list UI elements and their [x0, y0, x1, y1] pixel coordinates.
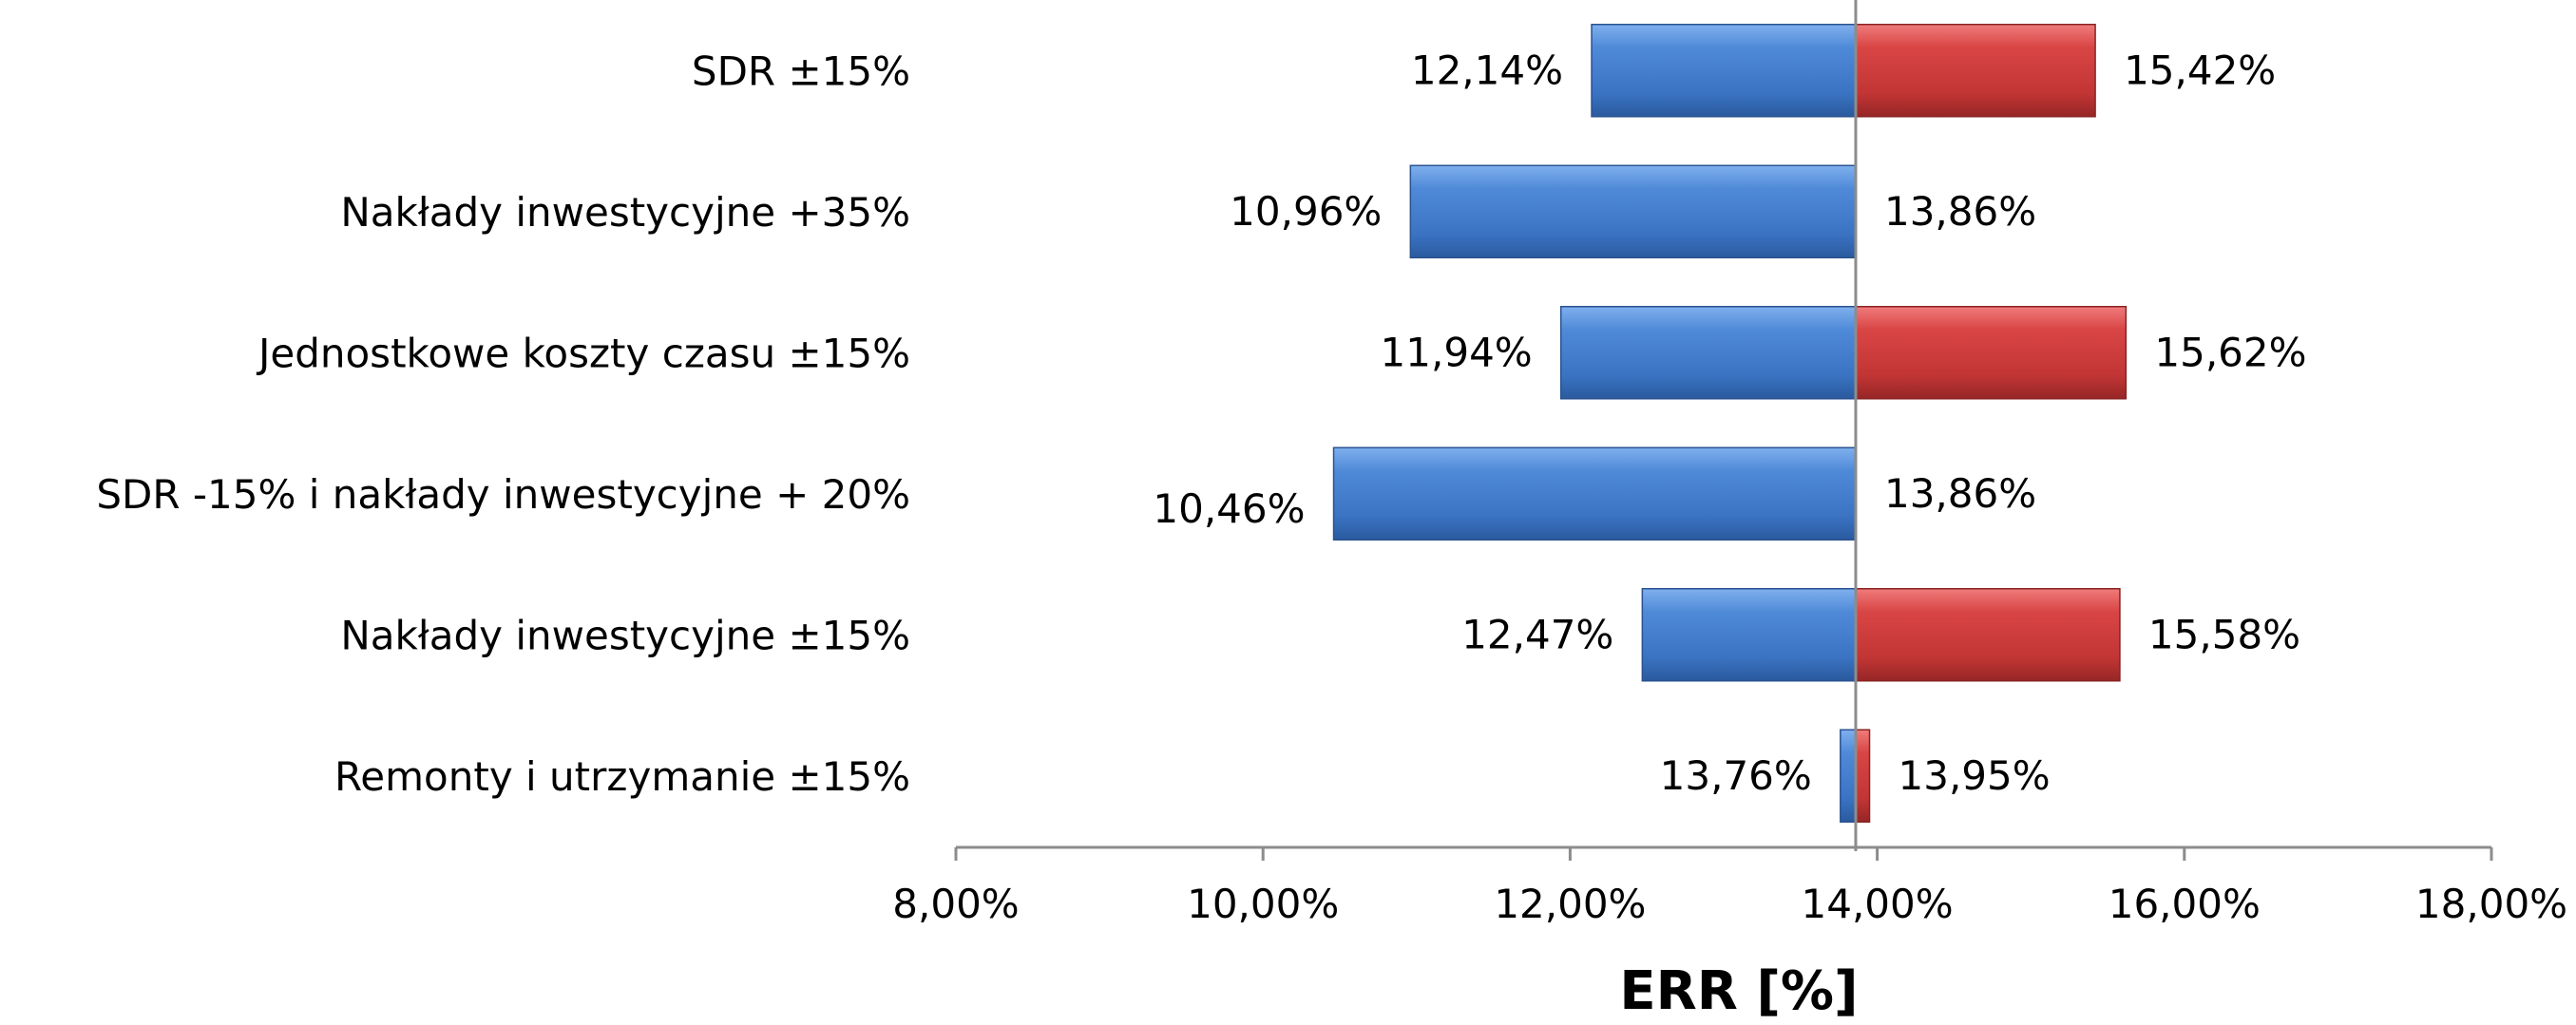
data-label-low: 12,47%: [1461, 611, 1613, 657]
bar-low: [1332, 446, 1857, 541]
x-tick-label: 14,00%: [1802, 881, 1954, 927]
data-label-high: 15,42%: [2124, 47, 2276, 93]
x-tick-label: 8,00%: [892, 881, 1019, 927]
category-label: Nakłady inwestycyjne ±15%: [340, 612, 910, 658]
x-tick-label: 12,00%: [1494, 881, 1646, 927]
category-label: SDR -15% i nakłady inwestycyjne + 20%: [96, 471, 910, 518]
bar-high: [1855, 306, 2128, 400]
bar-high: [1855, 588, 2121, 682]
bar-low: [1641, 588, 1857, 682]
bar-low: [1840, 729, 1857, 823]
bar-low: [1409, 164, 1857, 258]
x-axis: 8,00% 10,00% 12,00% 14,00% 16,00% 18,00%: [892, 845, 2567, 927]
data-label-low: 11,94%: [1381, 329, 1533, 375]
category-label: Remonty i utrzymanie ±15%: [334, 753, 910, 800]
data-label-high: 13,95%: [1899, 752, 2051, 799]
data-label-low: 12,14%: [1411, 47, 1563, 93]
x-tick-label: 10,00%: [1187, 881, 1339, 927]
bars-layer: [1332, 0, 2128, 851]
data-label-low: 10,96%: [1230, 188, 1382, 235]
data-label-high: 15,62%: [2154, 329, 2306, 375]
data-label-low: 13,76%: [1660, 752, 1812, 799]
labels-layer: SDR ±15% 12,14% 15,42% Nakłady inwestycyjne…: [96, 47, 2306, 800]
bar-low: [1591, 24, 1857, 118]
data-label-low: 10,46%: [1153, 485, 1305, 532]
bar-high: [1855, 729, 1871, 823]
data-label-high: 13,86%: [1884, 188, 2036, 235]
x-tick-label: 16,00%: [2109, 881, 2261, 927]
bar-high: [1855, 24, 2096, 118]
x-tick-label: 18,00%: [2415, 881, 2567, 927]
data-label-high: 13,86%: [1884, 470, 2036, 517]
bar-low: [1559, 306, 1857, 400]
x-axis-title: ERR [%]: [1619, 960, 1858, 1021]
category-label: Jednostkowe koszty czasu ±15%: [256, 330, 910, 376]
data-label-high: 15,58%: [2148, 611, 2300, 657]
category-label: Nakłady inwestycyjne +35%: [340, 189, 910, 236]
category-label: SDR ±15%: [692, 47, 910, 94]
